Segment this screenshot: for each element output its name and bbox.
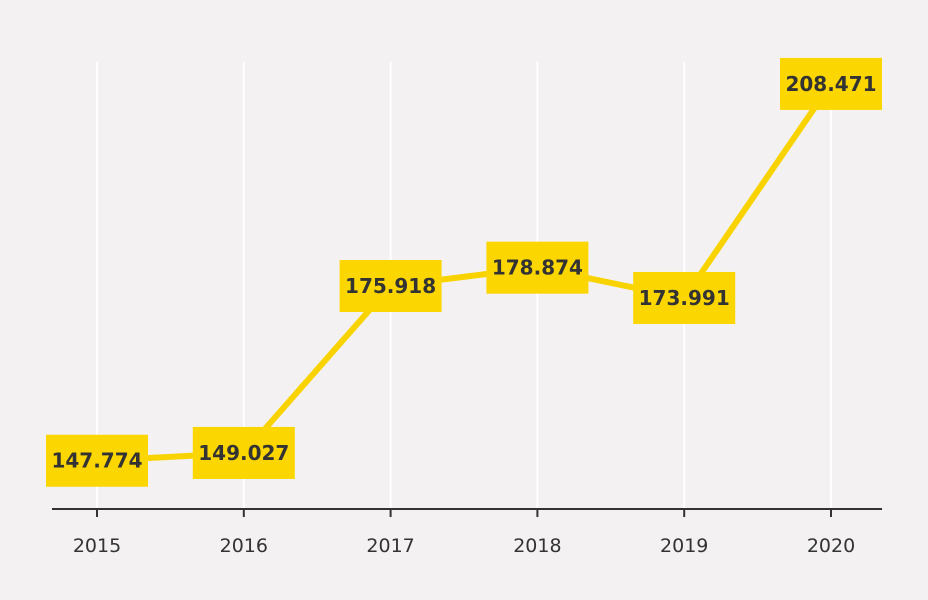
data-label-box	[192, 426, 295, 479]
data-label-box	[46, 434, 148, 487]
data-label-text: 175.918	[345, 274, 436, 298]
data-label-box	[486, 241, 589, 294]
data-point-2017: 175.918	[339, 260, 442, 313]
data-label-box	[780, 57, 882, 110]
x-tick-label-2015: 2015	[73, 535, 121, 557]
x-tick-labels: 2015 2016 2017 2018 2019 2020	[73, 509, 855, 557]
data-labels: 147.774 149.027 175.918 178.874 173.991 208.4…	[46, 57, 882, 487]
data-point-2016: 149.027	[192, 426, 295, 479]
x-tick-label-2018: 2018	[513, 535, 561, 557]
x-tick-label-2020: 2020	[807, 535, 855, 557]
data-point-2020: 208.471	[780, 57, 882, 110]
data-label-text: 173.991	[639, 286, 730, 310]
x-tick-label-2017: 2017	[366, 535, 414, 557]
data-point-2018: 178.874	[486, 241, 589, 294]
data-label-text: 178.874	[492, 256, 583, 280]
data-point-2015: 147.774	[46, 434, 148, 487]
data-label-box	[633, 271, 736, 324]
x-tick-label-2016: 2016	[220, 535, 268, 557]
data-label-box	[339, 260, 442, 313]
data-label-text: 149.027	[198, 441, 289, 465]
data-point-2019: 173.991	[633, 271, 736, 324]
x-tick-label-2019: 2019	[660, 535, 708, 557]
data-label-text: 147.774	[51, 449, 142, 473]
data-label-text: 208.471	[785, 72, 876, 96]
